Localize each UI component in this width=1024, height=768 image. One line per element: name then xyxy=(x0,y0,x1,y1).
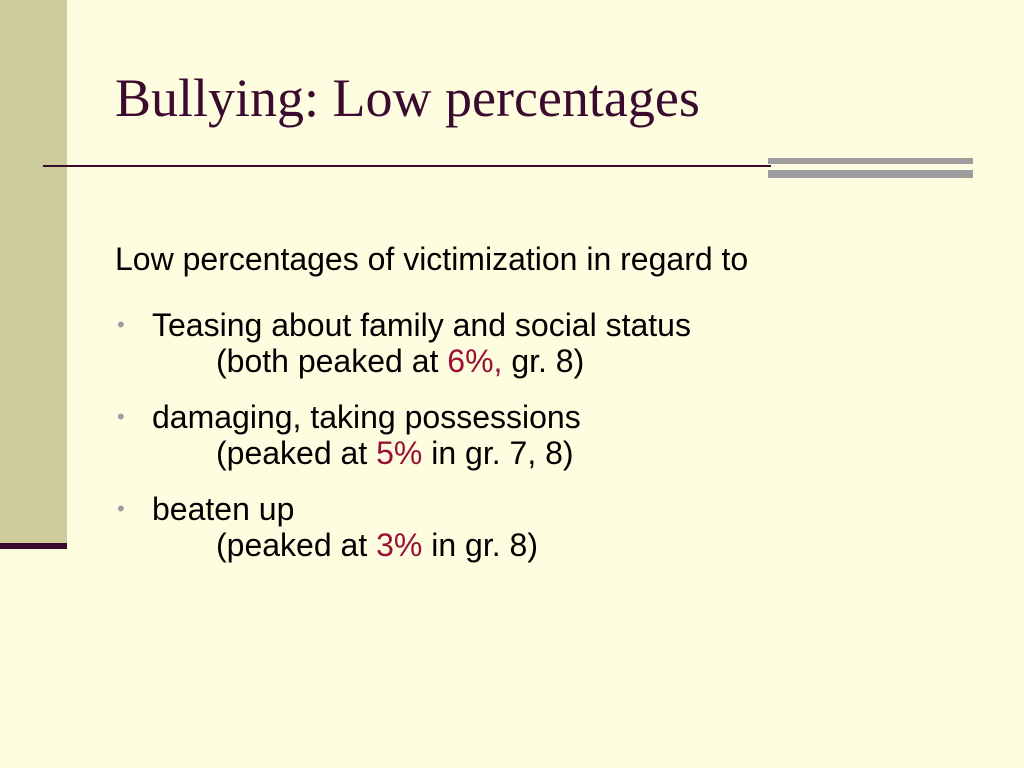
sub-suffix: in gr. 7, 8) xyxy=(422,435,574,471)
bullet-sub-text: (both peaked at 6%, gr. 8) xyxy=(152,343,748,379)
intro-text: Low percentages of victimization in rega… xyxy=(115,241,749,277)
sub-suffix: gr. 8) xyxy=(502,343,585,379)
bullet-item-possessions: • damaging, taking possessions (peaked a… xyxy=(115,399,748,471)
bullet-sub-text: (peaked at 3% in gr. 8) xyxy=(152,527,748,563)
slide-title: Bullying: Low percentages xyxy=(115,68,700,128)
left-decorative-band xyxy=(0,0,67,545)
bullet-main-text: Teasing about family and social status xyxy=(152,307,691,343)
bullet-main-text: beaten up xyxy=(152,491,295,527)
bullet-dot-icon: • xyxy=(117,404,125,429)
bullet-dot-icon: • xyxy=(117,312,125,337)
left-band-accent-line xyxy=(0,543,67,549)
percentage-highlight: 6%, xyxy=(447,343,503,379)
decorative-gray-bar-top xyxy=(768,158,973,164)
bullet-item-beaten-up: • beaten up (peaked at 3% in gr. 8) xyxy=(115,491,748,563)
decorative-gray-bar-bottom xyxy=(768,170,973,178)
sub-prefix: (peaked at xyxy=(216,435,377,471)
bullet-sub-text: (peaked at 5% in gr. 7, 8) xyxy=(152,435,748,471)
sub-prefix: (peaked at xyxy=(216,527,377,563)
bullet-dot-icon: • xyxy=(117,496,125,521)
sub-suffix: in gr. 8) xyxy=(422,527,538,563)
sub-prefix: (both peaked at xyxy=(216,343,448,379)
bullet-main-text: damaging, taking possessions xyxy=(152,399,581,435)
slide-body: Low percentages of victimization in rega… xyxy=(115,233,748,583)
bullet-list: • Teasing about family and social status… xyxy=(115,307,748,563)
percentage-highlight: 3% xyxy=(376,527,423,563)
percentage-highlight: 5% xyxy=(376,435,423,471)
bullet-item-teasing: • Teasing about family and social status… xyxy=(115,307,748,379)
title-underline-rule xyxy=(43,165,771,167)
